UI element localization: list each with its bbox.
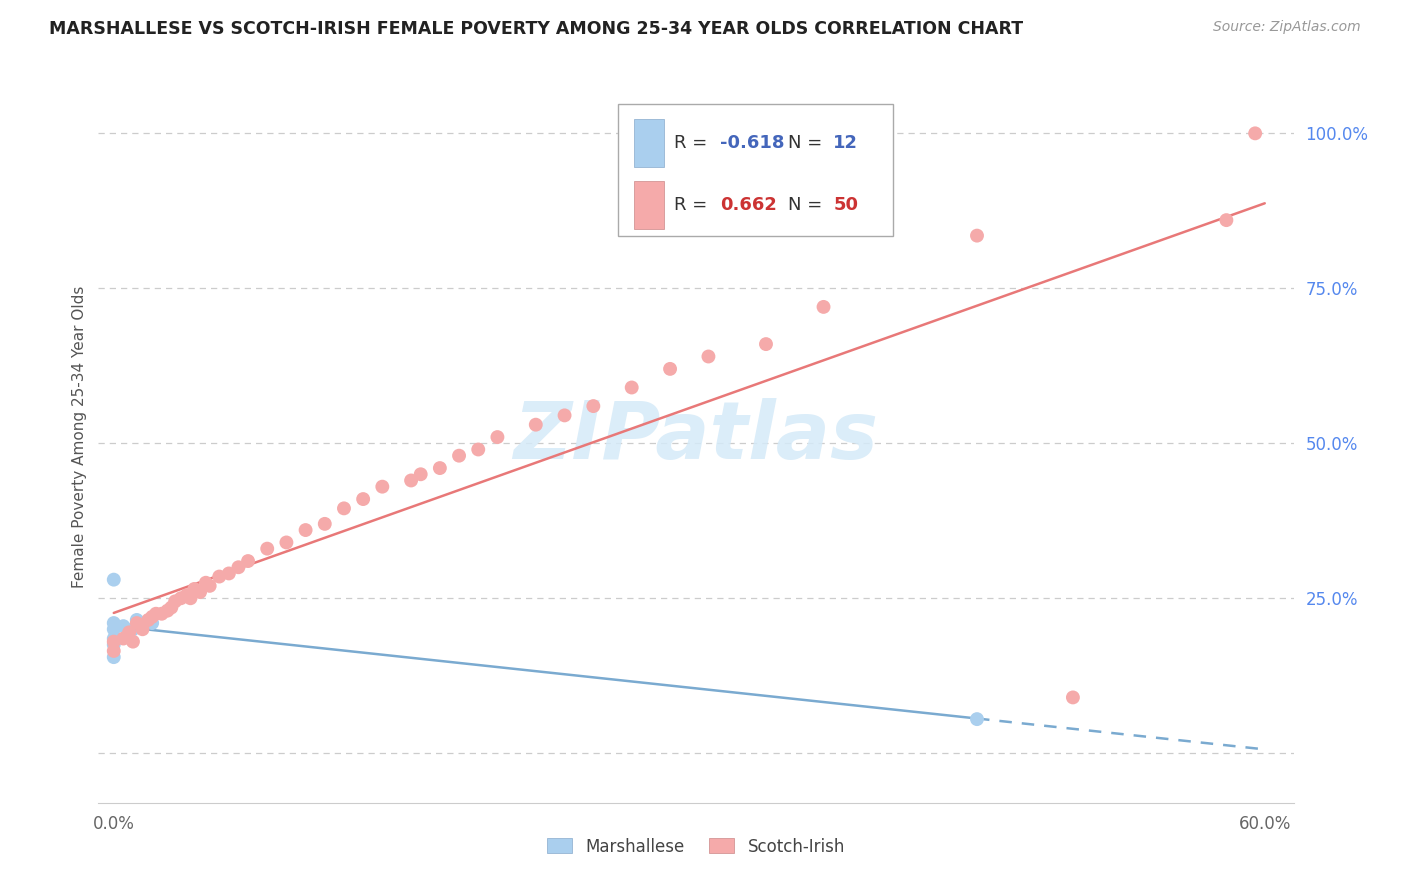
FancyBboxPatch shape: [619, 104, 893, 235]
Point: [218, 566, 240, 581]
Point: [156, 604, 179, 618]
Point: [582, 399, 605, 413]
Point: [620, 380, 643, 394]
Point: [103, 634, 125, 648]
Point: [194, 575, 217, 590]
Text: 12: 12: [834, 134, 859, 152]
Point: [131, 619, 153, 633]
Point: [208, 569, 231, 583]
Point: [228, 560, 250, 574]
Point: [486, 430, 509, 444]
Text: N =: N =: [787, 196, 828, 214]
Point: [294, 523, 316, 537]
Point: [112, 619, 135, 633]
Point: [966, 712, 988, 726]
FancyBboxPatch shape: [634, 181, 664, 228]
Point: [103, 622, 125, 636]
Point: [966, 228, 988, 243]
FancyBboxPatch shape: [634, 119, 664, 167]
Point: [122, 622, 145, 636]
Point: [150, 607, 173, 621]
Point: [131, 622, 153, 636]
Point: [467, 442, 489, 457]
Text: R =: R =: [675, 134, 713, 152]
Text: MARSHALLESE VS SCOTCH-IRISH FEMALE POVERTY AMONG 25-34 YEAR OLDS CORRELATION CHA: MARSHALLESE VS SCOTCH-IRISH FEMALE POVER…: [49, 20, 1024, 37]
Point: [183, 582, 205, 596]
Point: [1062, 690, 1084, 705]
Point: [103, 615, 125, 630]
Point: [813, 300, 835, 314]
Point: [141, 610, 163, 624]
Point: [429, 461, 451, 475]
Point: [524, 417, 547, 432]
Point: [141, 615, 163, 630]
Point: [314, 516, 336, 531]
Text: R =: R =: [675, 196, 713, 214]
Point: [118, 625, 141, 640]
Point: [352, 491, 374, 506]
Point: [122, 634, 145, 648]
Point: [371, 480, 394, 494]
Legend: Marshallese, Scotch-Irish: Marshallese, Scotch-Irish: [538, 830, 853, 864]
Text: 0.662: 0.662: [720, 196, 776, 214]
Text: N =: N =: [787, 134, 828, 152]
Point: [449, 449, 471, 463]
Point: [136, 613, 159, 627]
Point: [160, 600, 183, 615]
Point: [256, 541, 278, 556]
Point: [409, 467, 432, 482]
Point: [755, 337, 778, 351]
Point: [198, 579, 221, 593]
Point: [103, 644, 125, 658]
Point: [333, 501, 356, 516]
Point: [1244, 126, 1267, 140]
Point: [165, 594, 187, 608]
Point: [276, 535, 298, 549]
Point: [103, 650, 125, 665]
Point: [236, 554, 259, 568]
Text: ZIPatlas: ZIPatlas: [513, 398, 879, 476]
Point: [659, 362, 682, 376]
Point: [188, 585, 211, 599]
Point: [145, 607, 167, 621]
Point: [103, 632, 125, 646]
Point: [103, 638, 125, 652]
Point: [103, 573, 125, 587]
Text: -0.618: -0.618: [720, 134, 785, 152]
Point: [697, 350, 720, 364]
Point: [170, 591, 193, 606]
Point: [125, 613, 148, 627]
Text: Source: ZipAtlas.com: Source: ZipAtlas.com: [1213, 20, 1361, 34]
Point: [125, 615, 148, 630]
Point: [112, 632, 135, 646]
Point: [399, 474, 422, 488]
Point: [1215, 213, 1237, 227]
Point: [179, 591, 201, 606]
Y-axis label: Female Poverty Among 25-34 Year Olds: Female Poverty Among 25-34 Year Olds: [72, 286, 87, 588]
Point: [554, 409, 576, 423]
Text: 50: 50: [834, 196, 859, 214]
Point: [176, 588, 198, 602]
